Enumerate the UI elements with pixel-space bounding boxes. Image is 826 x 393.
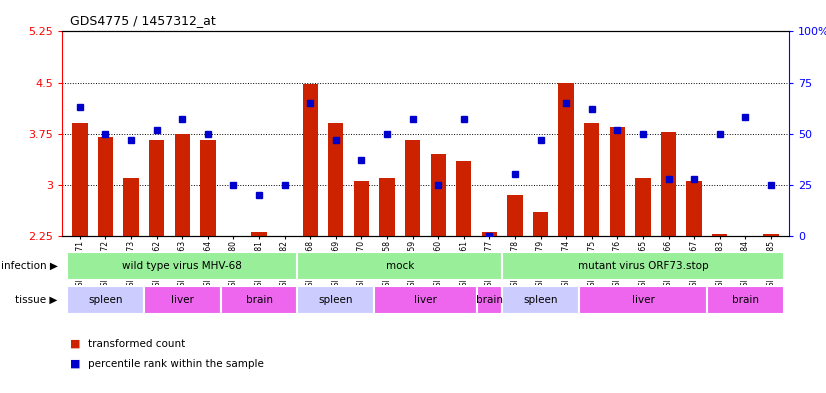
Text: GDS4775 / 1457312_at: GDS4775 / 1457312_at xyxy=(70,15,216,28)
Bar xyxy=(72,123,88,236)
Bar xyxy=(430,154,446,236)
Bar xyxy=(584,123,600,236)
Bar xyxy=(354,181,369,236)
Bar xyxy=(558,83,574,236)
Bar xyxy=(482,232,497,236)
Text: brain: brain xyxy=(245,295,273,305)
Bar xyxy=(477,285,502,314)
Bar xyxy=(297,252,502,281)
Bar xyxy=(123,178,139,236)
Bar xyxy=(297,285,374,314)
Bar xyxy=(763,234,779,236)
Bar xyxy=(251,232,267,236)
Text: tissue ▶: tissue ▶ xyxy=(16,295,58,305)
Bar xyxy=(686,181,702,236)
Bar xyxy=(200,140,216,236)
Bar xyxy=(149,140,164,236)
Bar xyxy=(661,132,676,236)
Text: mutant virus ORF73.stop: mutant virus ORF73.stop xyxy=(577,261,708,271)
Bar xyxy=(579,285,707,314)
Bar xyxy=(635,178,651,236)
Bar xyxy=(97,137,113,236)
Text: ■: ■ xyxy=(70,339,81,349)
Bar xyxy=(67,285,144,314)
Text: transformed count: transformed count xyxy=(88,339,186,349)
Bar xyxy=(405,140,420,236)
Bar xyxy=(302,84,318,236)
Bar xyxy=(144,285,221,314)
Bar xyxy=(456,161,472,236)
Bar xyxy=(328,123,344,236)
Bar xyxy=(374,285,477,314)
Bar xyxy=(507,195,523,236)
Text: ■: ■ xyxy=(70,358,81,369)
Bar xyxy=(67,252,297,281)
Bar xyxy=(610,127,625,236)
Bar xyxy=(533,212,548,236)
Bar xyxy=(174,134,190,236)
Text: infection ▶: infection ▶ xyxy=(1,261,58,271)
Text: mock: mock xyxy=(386,261,414,271)
Bar xyxy=(707,285,784,314)
Text: percentile rank within the sample: percentile rank within the sample xyxy=(88,358,264,369)
Bar xyxy=(502,252,784,281)
Text: spleen: spleen xyxy=(319,295,353,305)
Text: brain: brain xyxy=(476,295,503,305)
Bar xyxy=(712,234,728,236)
Text: wild type virus MHV-68: wild type virus MHV-68 xyxy=(122,261,242,271)
Text: spleen: spleen xyxy=(524,295,558,305)
Text: brain: brain xyxy=(732,295,759,305)
Bar xyxy=(379,178,395,236)
Text: spleen: spleen xyxy=(88,295,123,305)
Text: liver: liver xyxy=(414,295,437,305)
Bar xyxy=(221,285,297,314)
Bar xyxy=(502,285,579,314)
Text: liver: liver xyxy=(632,295,654,305)
Text: liver: liver xyxy=(171,295,193,305)
